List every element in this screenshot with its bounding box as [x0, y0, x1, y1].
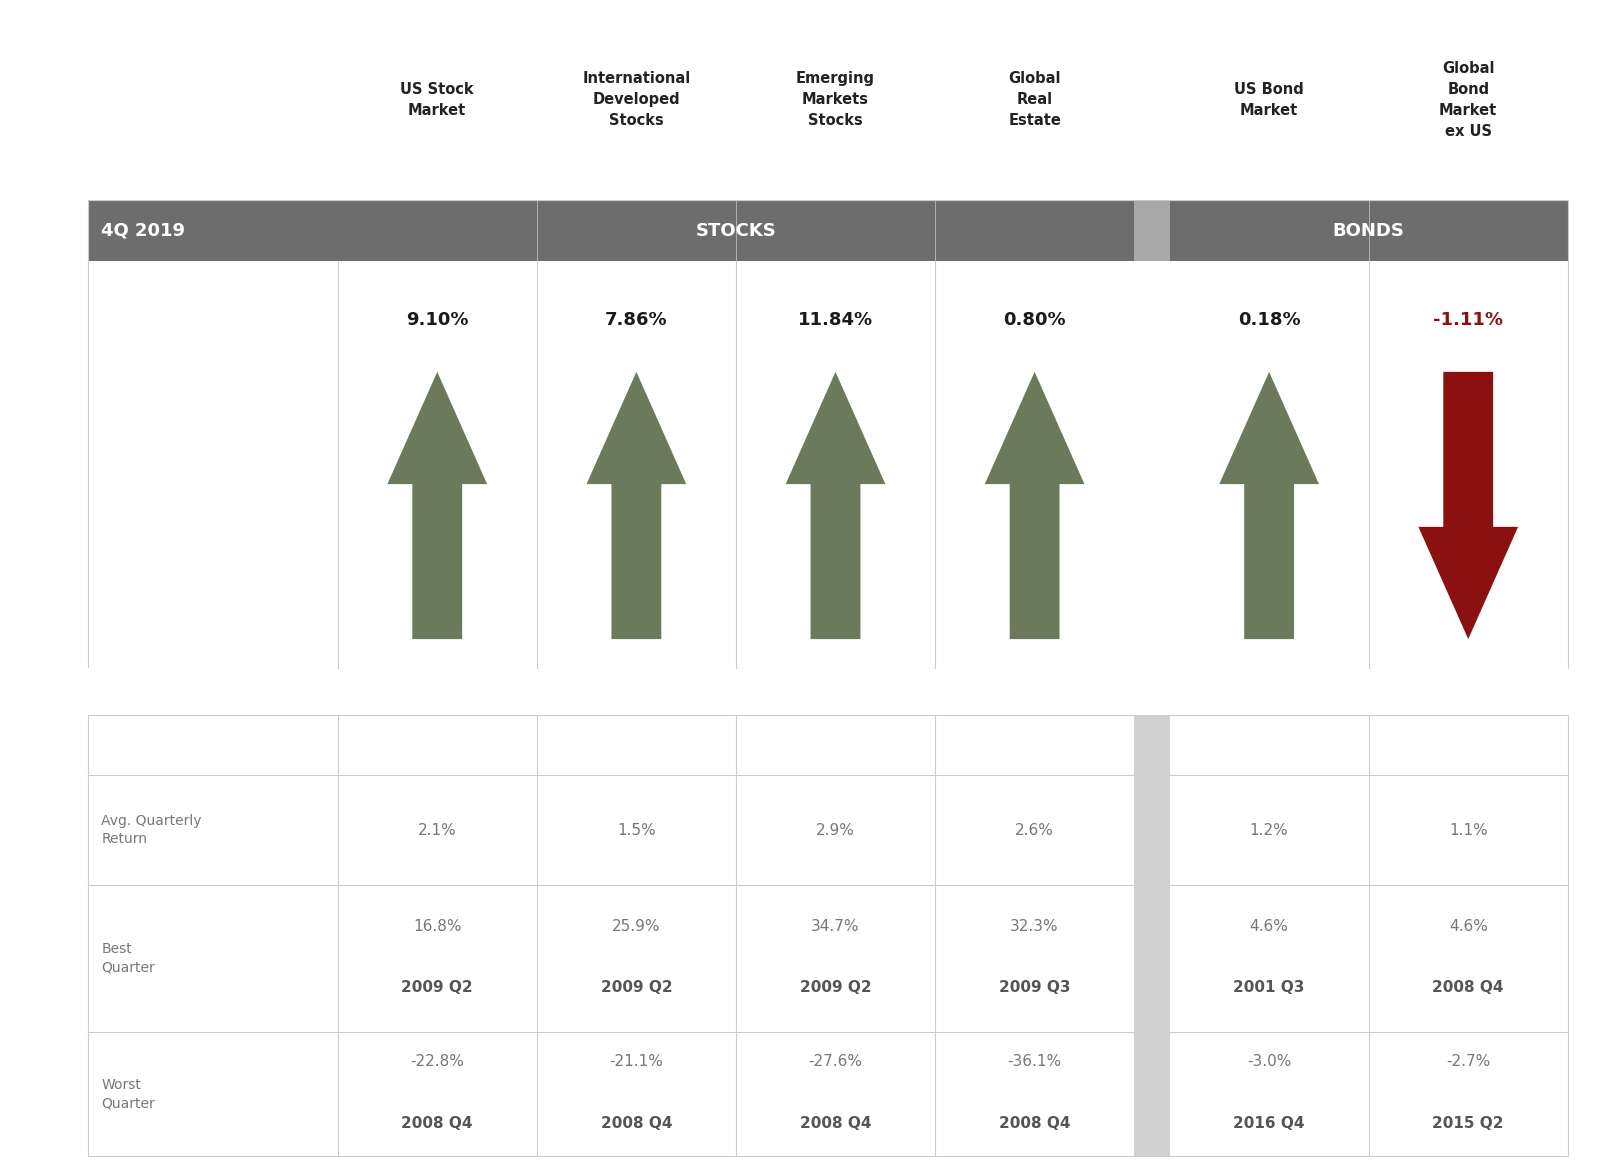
Text: Since Jan. 2001: Since Jan. 2001 [101, 736, 244, 754]
Text: -22.8%: -22.8% [410, 1054, 464, 1069]
Bar [1168, 715, 1567, 775]
Text: Emerging
Markets
Stocks: Emerging Markets Stocks [795, 71, 874, 129]
Text: 2008 Q4: 2008 Q4 [799, 1116, 871, 1131]
Text: 4.6%: 4.6% [1249, 919, 1287, 933]
Text: 2008 Q4: 2008 Q4 [1432, 981, 1503, 995]
Text: 1.1%: 1.1% [1448, 823, 1486, 838]
Text: 32.3%: 32.3% [1009, 919, 1059, 933]
Bar [88, 715, 1133, 775]
Text: 9.10%: 9.10% [405, 310, 468, 329]
Bar [88, 668, 1567, 715]
Text: -27.6%: -27.6% [808, 1054, 861, 1069]
Text: 2009 Q2: 2009 Q2 [799, 981, 871, 995]
Text: -2.7%: -2.7% [1445, 1054, 1490, 1069]
Text: 2016 Q4: 2016 Q4 [1233, 1116, 1303, 1131]
Text: -3.0%: -3.0% [1245, 1054, 1290, 1069]
Text: Global
Real
Estate: Global Real Estate [1008, 71, 1061, 129]
Polygon shape [1218, 372, 1318, 639]
Text: 11.84%: 11.84% [797, 310, 873, 329]
Text: US Stock
Market: US Stock Market [400, 83, 474, 117]
Text: International
Developed
Stocks: International Developed Stocks [582, 71, 689, 129]
Text: 2.6%: 2.6% [1014, 823, 1054, 838]
Text: 16.8%: 16.8% [413, 919, 461, 933]
Text: 2008 Q4: 2008 Q4 [601, 1116, 672, 1131]
Text: 1.5%: 1.5% [617, 823, 656, 838]
Text: -1.11%: -1.11% [1432, 310, 1503, 329]
Text: 2.1%: 2.1% [418, 823, 456, 838]
Polygon shape [587, 372, 686, 639]
Text: Avg. Quarterly
Return: Avg. Quarterly Return [101, 815, 202, 846]
Bar [1133, 200, 1168, 261]
Polygon shape [387, 372, 487, 639]
Text: Worst
Quarter: Worst Quarter [101, 1078, 154, 1110]
Polygon shape [1417, 372, 1517, 639]
Text: 4Q 2019: 4Q 2019 [101, 222, 185, 239]
Polygon shape [983, 372, 1083, 639]
Text: 34.7%: 34.7% [812, 919, 860, 933]
Text: 4.6%: 4.6% [1448, 919, 1486, 933]
Polygon shape [786, 372, 885, 639]
Text: Global
Bond
Market
ex US: Global Bond Market ex US [1438, 60, 1496, 139]
Text: 0.18%: 0.18% [1237, 310, 1300, 329]
Text: 2.9%: 2.9% [815, 823, 855, 838]
Text: US Bond
Market: US Bond Market [1234, 83, 1303, 117]
Text: 0.80%: 0.80% [1003, 310, 1065, 329]
Text: 25.9%: 25.9% [612, 919, 660, 933]
Text: 1.2%: 1.2% [1249, 823, 1287, 838]
Text: 2001 Q3: 2001 Q3 [1233, 981, 1303, 995]
Bar [88, 200, 1133, 261]
Text: BONDS: BONDS [1332, 222, 1405, 239]
Text: 2008 Q4: 2008 Q4 [402, 1116, 472, 1131]
Text: 2008 Q4: 2008 Q4 [998, 1116, 1070, 1131]
Text: -36.1%: -36.1% [1008, 1054, 1061, 1069]
Text: Best
Quarter: Best Quarter [101, 942, 154, 975]
Bar [88, 200, 1567, 668]
Bar [1168, 200, 1567, 261]
Text: 7.86%: 7.86% [604, 310, 667, 329]
Text: 2009 Q3: 2009 Q3 [998, 981, 1070, 995]
Bar [1133, 715, 1168, 775]
Bar [88, 715, 1567, 1156]
Text: 2015 Q2: 2015 Q2 [1432, 1116, 1503, 1131]
Text: -21.1%: -21.1% [609, 1054, 664, 1069]
Text: 2009 Q2: 2009 Q2 [599, 981, 672, 995]
Bar [1133, 715, 1168, 1156]
Text: 2009 Q2: 2009 Q2 [402, 981, 472, 995]
Text: STOCKS: STOCKS [696, 222, 776, 239]
